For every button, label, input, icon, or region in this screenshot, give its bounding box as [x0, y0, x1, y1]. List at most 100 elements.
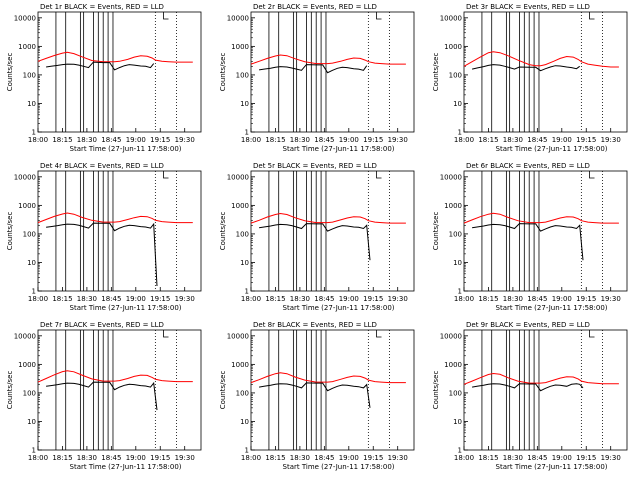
- events-series-line: [259, 64, 368, 74]
- x-tick-label: 18:00: [454, 454, 474, 462]
- y-tick-label: 100: [23, 230, 36, 238]
- y-tick-label: 10000: [227, 332, 249, 340]
- chart-title: Det 2r BLACK = Events, RED = LLD: [253, 3, 377, 11]
- y-tick-label: 1: [458, 129, 462, 137]
- x-tick-label: 19:15: [363, 454, 383, 462]
- y-tick-label: 100: [23, 71, 36, 79]
- bracket-mark: [376, 171, 382, 179]
- y-tick-label: 100: [236, 389, 249, 397]
- x-tick-label: 19:15: [576, 454, 596, 462]
- detector-chart-3: Det 3r BLACK = Events, RED = LLD 1 10 100 10…: [432, 3, 628, 153]
- lld-series-line: [37, 212, 193, 224]
- x-tick-label: 18:30: [77, 295, 97, 303]
- y-tick-label: 10000: [14, 332, 36, 340]
- x-tick-label: 18:00: [241, 454, 261, 462]
- bracket-mark: [163, 330, 169, 338]
- y-axis-label: Counts/sec: [432, 53, 440, 92]
- plot-frame: [37, 329, 202, 451]
- y-axis-label: Counts/sec: [6, 53, 14, 92]
- x-axis-label: Start Time (27-Jun-11 17:58:00): [496, 145, 608, 153]
- y-tick-label: 100: [449, 230, 462, 238]
- plot-frame: [463, 170, 628, 292]
- y-tick-label: 1: [32, 288, 36, 296]
- x-tick-label: 18:00: [241, 136, 261, 144]
- lld-series-line: [37, 51, 193, 63]
- plot-frame: [463, 329, 628, 451]
- bracket-mark: [376, 330, 382, 338]
- y-axis-label: Counts/sec: [219, 53, 227, 92]
- plot-frame: [250, 329, 415, 451]
- chart-title: Det 3r BLACK = Events, RED = LLD: [466, 3, 590, 11]
- y-axis-label: Counts/sec: [219, 371, 227, 410]
- chart-title: Det 1r BLACK = Events, RED = LLD: [40, 3, 164, 11]
- plot-frame: [37, 11, 202, 133]
- chart-title: Det 5r BLACK = Events, RED = LLD: [253, 162, 377, 170]
- x-tick-label: 19:00: [552, 454, 572, 462]
- x-tick-label: 19:00: [126, 454, 146, 462]
- y-tick-label: 1: [458, 288, 462, 296]
- x-axis-label: Start Time (27-Jun-11 17:58:00): [70, 463, 182, 471]
- y-tick-label: 10000: [440, 332, 462, 340]
- x-tick-label: 19:30: [388, 295, 408, 303]
- events-series-line: [46, 61, 155, 71]
- y-tick-label: 10: [240, 100, 249, 108]
- x-tick-label: 19:00: [552, 295, 572, 303]
- detector-chart-2: Det 2r BLACK = Events, RED = LLD 1 10 100 10…: [219, 3, 415, 153]
- x-tick-label: 18:00: [454, 136, 474, 144]
- x-tick-label: 18:30: [503, 136, 523, 144]
- lld-series-line: [463, 51, 619, 68]
- y-tick-label: 1: [32, 447, 36, 455]
- y-tick-label: 1: [245, 288, 249, 296]
- x-tick-label: 19:00: [126, 295, 146, 303]
- x-tick-label: 18:00: [454, 295, 474, 303]
- y-tick-label: 10000: [14, 173, 36, 181]
- bracket-mark: [376, 12, 382, 20]
- events-series-line: [46, 381, 158, 411]
- x-tick-label: 18:30: [503, 295, 523, 303]
- bracket-mark: [589, 330, 595, 338]
- x-tick-label: 19:30: [601, 295, 621, 303]
- bracket-mark: [589, 171, 595, 179]
- x-tick-label: 19:15: [363, 295, 383, 303]
- x-tick-label: 18:45: [527, 295, 547, 303]
- x-tick-label: 18:45: [314, 136, 334, 144]
- x-tick-label: 19:00: [552, 136, 572, 144]
- y-tick-label: 100: [449, 389, 462, 397]
- plot-frame: [250, 11, 415, 133]
- x-tick-label: 18:45: [101, 454, 121, 462]
- x-tick-label: 19:15: [576, 136, 596, 144]
- x-tick-label: 19:00: [339, 454, 359, 462]
- x-axis-label: Start Time (27-Jun-11 17:58:00): [496, 304, 608, 312]
- x-tick-label: 19:30: [175, 136, 195, 144]
- y-axis-label: Counts/sec: [6, 212, 14, 251]
- chart-title: Det 7r BLACK = Events, RED = LLD: [40, 321, 164, 329]
- y-tick-label: 10: [453, 418, 462, 426]
- lld-series-line: [250, 212, 406, 224]
- x-axis-label: Start Time (27-Jun-11 17:58:00): [283, 145, 395, 153]
- x-tick-label: 18:15: [265, 136, 285, 144]
- x-tick-label: 19:00: [126, 136, 146, 144]
- x-tick-label: 19:00: [339, 136, 359, 144]
- x-tick-label: 18:45: [314, 454, 334, 462]
- detector-chart-7: Det 7r BLACK = Events, RED = LLD 1 10 100 10…: [6, 321, 202, 471]
- bracket-mark: [163, 12, 169, 20]
- x-tick-label: 19:00: [339, 295, 359, 303]
- x-tick-label: 19:30: [601, 136, 621, 144]
- y-tick-label: 10: [453, 100, 462, 108]
- x-tick-label: 19:15: [150, 295, 170, 303]
- y-tick-label: 10: [240, 418, 249, 426]
- y-axis-label: Counts/sec: [6, 371, 14, 410]
- detector-chart-8: Det 8r BLACK = Events, RED = LLD 1 10 100 10…: [219, 321, 415, 471]
- lld-series-line: [250, 54, 406, 65]
- events-series-line: [46, 222, 158, 287]
- x-tick-label: 19:30: [175, 454, 195, 462]
- y-tick-label: 1000: [444, 43, 462, 51]
- plot-frame: [463, 11, 628, 133]
- y-tick-label: 1000: [18, 202, 36, 210]
- x-tick-label: 18:00: [28, 295, 48, 303]
- y-tick-label: 100: [23, 389, 36, 397]
- y-tick-label: 100: [236, 230, 249, 238]
- x-axis-label: Start Time (27-Jun-11 17:58:00): [283, 463, 395, 471]
- x-tick-label: 18:30: [290, 454, 310, 462]
- x-axis-label: Start Time (27-Jun-11 17:58:00): [496, 463, 608, 471]
